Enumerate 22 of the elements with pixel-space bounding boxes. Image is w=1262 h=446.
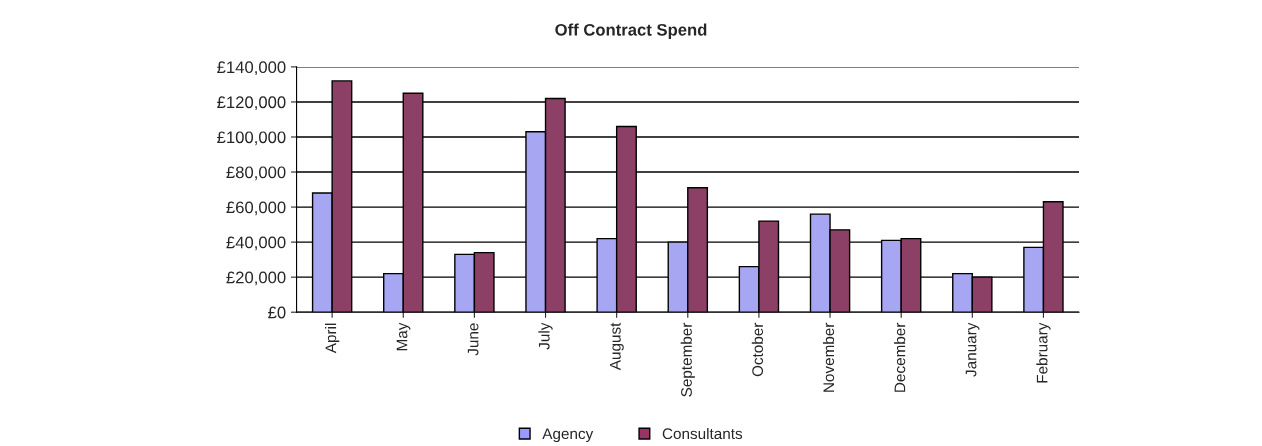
x-tick-label: July	[538, 322, 553, 350]
x-tick-label: January	[965, 322, 980, 377]
y-tick-label: £100,000	[217, 131, 286, 146]
y-tick-label: £120,000	[217, 96, 286, 111]
y-tick-label: £0	[268, 306, 286, 319]
chart-title: Off Contract Spend	[555, 23, 707, 39]
x-tick-label: December	[894, 322, 906, 392]
x-tick-label: September	[680, 322, 695, 397]
x-tick-label: November	[822, 322, 835, 392]
y-tick-label: £60,000	[226, 201, 286, 216]
x-tick-label: August	[610, 322, 624, 371]
legend-label: Agency	[542, 428, 594, 443]
x-tick-label: April	[325, 323, 340, 354]
legend-label: Consultants	[662, 427, 743, 440]
y-tick-label: £140,000	[217, 61, 286, 76]
x-tick-label: February	[1036, 322, 1051, 383]
x-tick-label: October	[751, 322, 764, 377]
x-tick-label: May	[396, 322, 411, 351]
y-tick-label: £40,000	[226, 236, 286, 251]
x-tick-label: June	[467, 323, 479, 356]
y-tick-label: £20,000	[226, 271, 286, 286]
y-tick-label: £80,000	[226, 166, 286, 181]
